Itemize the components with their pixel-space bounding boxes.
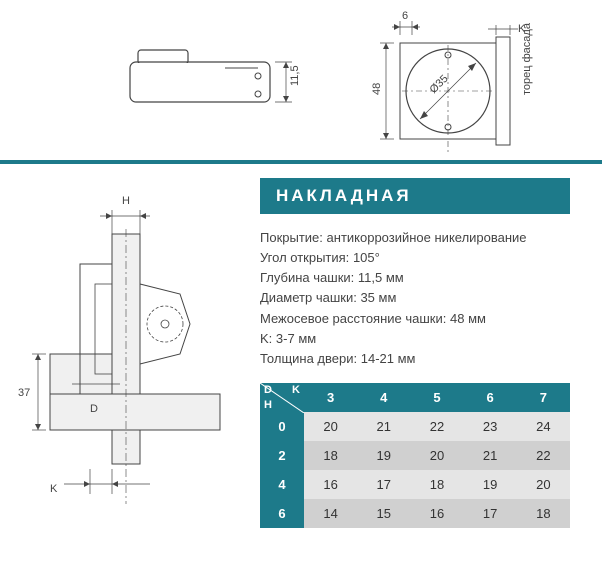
- label-k: K: [50, 483, 58, 495]
- spec-value: 11,5 мм: [358, 270, 404, 285]
- dim-diameter: Ø35: [427, 73, 450, 96]
- dim-6: 6: [402, 10, 408, 22]
- side-label: торец фасада: [521, 22, 533, 95]
- spec-value: 3-7 мм: [276, 331, 316, 346]
- spec-value: 105°: [353, 250, 380, 265]
- row-header: 6: [260, 499, 304, 528]
- dim-profile-height: 11,5: [289, 65, 301, 86]
- row-header: 0: [260, 412, 304, 441]
- spec-value: 35 мм: [360, 290, 396, 305]
- spec-label: Межосевое расстояние чашки:: [260, 311, 446, 326]
- spec-label: Угол открытия:: [260, 250, 349, 265]
- table-corner: D K H: [260, 383, 304, 412]
- side-diagram: H: [0, 164, 250, 549]
- dim-37: 37: [18, 387, 30, 399]
- row-header: 2: [260, 441, 304, 470]
- product-type-title: НАКЛАДНАЯ: [260, 178, 570, 214]
- spec-value: антикоррозийное никелирование: [327, 230, 527, 245]
- table-row: 4 16 17 18 19 20: [260, 470, 570, 499]
- table-row: 6 14 15 16 17 18: [260, 499, 570, 528]
- col-header: 5: [410, 383, 463, 412]
- row-header: 4: [260, 470, 304, 499]
- spec-value: 48 мм: [450, 311, 486, 326]
- specs-list: Покрытие: антикоррозийное никелирование …: [260, 228, 582, 369]
- col-header: 6: [464, 383, 517, 412]
- dimension-table: D K H 3 4 5 6 7 0 20 21 22 23 24 2 18: [260, 383, 570, 528]
- label-d: D: [90, 403, 98, 415]
- spec-label: Толщина двери:: [260, 351, 357, 366]
- dim-48: 48: [371, 83, 383, 95]
- table-row: 2 18 19 20 21 22: [260, 441, 570, 470]
- col-header: 3: [304, 383, 357, 412]
- col-header: 7: [517, 383, 570, 412]
- spec-label: Глубина чашки:: [260, 270, 354, 285]
- col-header: 4: [357, 383, 410, 412]
- spec-value: 14-21 мм: [361, 351, 416, 366]
- spec-label: K:: [260, 331, 272, 346]
- label-h: H: [122, 195, 130, 207]
- top-diagrams: 11,5 Ø35 48: [0, 0, 602, 160]
- table-row: 0 20 21 22 23 24: [260, 412, 570, 441]
- spec-label: Покрытие:: [260, 230, 323, 245]
- spec-label: Диаметр чашки:: [260, 290, 357, 305]
